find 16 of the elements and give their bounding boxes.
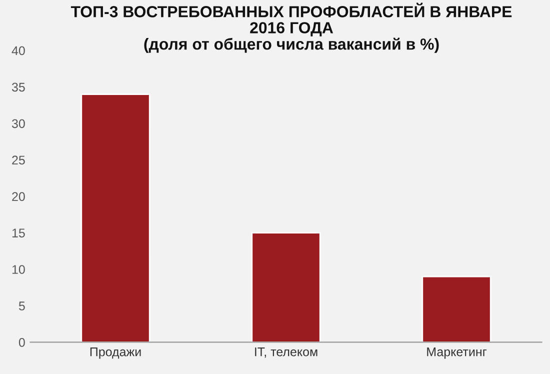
y-tick-label: 25 (12, 156, 25, 165)
x-tick-label: Маркетинг (427, 348, 487, 359)
chart-title: ТОП-3 ВОСТРЕБОВАННЫХ ПРОФОБЛАСТЕЙ В ЯНВАРЕ 2016 ГОДА (доля от общего числа вакансий в %) (70, 2, 512, 53)
x-tick-label: IT, телеком (255, 348, 318, 358)
y-tick-label: 35 (12, 82, 25, 92)
y-tick-label: 40 (12, 46, 25, 56)
bar (422, 276, 492, 342)
y-tick-label: 0 (18, 338, 25, 347)
bar (80, 94, 150, 342)
y-tick-label: 5 (18, 302, 25, 310)
bar (251, 232, 321, 342)
y-tick-label: 30 (12, 119, 25, 128)
y-tick-label: 20 (12, 192, 25, 201)
y-tick-label: 10 (12, 265, 25, 274)
x-tick-label: Продажи (90, 348, 141, 359)
y-tick-label: 15 (12, 228, 25, 238)
